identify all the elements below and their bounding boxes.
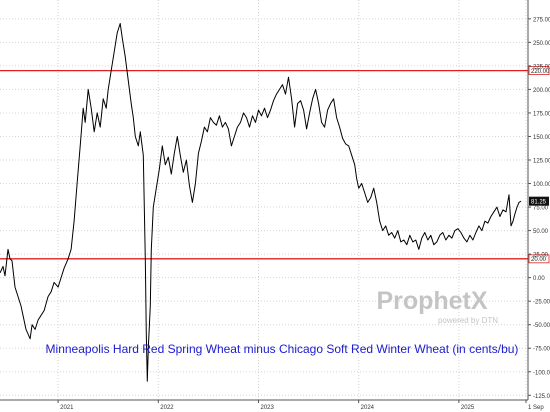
watermark-tagline: powered by DTN (438, 316, 498, 325)
y-tick-label: 100.00 (533, 182, 550, 188)
last-value-label: 81.25 (531, 199, 547, 205)
last-value-box (529, 196, 549, 206)
y-tick-label: -25.00 (533, 300, 550, 306)
x-tick-label: 2023 (260, 405, 274, 411)
y-tick-label: 0.00 (533, 276, 545, 282)
y-axis: 275.00 250.00 225.00 200.00 175.00 150.00 125.… (527, 0, 550, 400)
y-tick-label: -75.00 (533, 347, 550, 353)
series-line (0, 23, 522, 382)
watermark-brand: ProphetX (376, 287, 487, 315)
y-tick-label: 175.00 (533, 111, 550, 117)
last-value-marker: 81.25 (529, 196, 549, 206)
y-tick-label: 25.00 (533, 253, 549, 259)
y-tick-label: 125.00 (533, 159, 550, 165)
series-layer (0, 23, 522, 382)
y-tick-label: 150.00 (533, 135, 550, 141)
x-tick-label: 2025 (461, 405, 475, 411)
reference-label-box (528, 66, 550, 75)
reference-lines: 220.00 20.00 (0, 66, 550, 264)
y-tick-label: -50.00 (533, 323, 550, 329)
x-axis: 2021 2022 2023 2024 2025 1 Sep (0, 399, 544, 411)
y-tick-label: 50.00 (533, 229, 549, 235)
x-tick-label: 2022 (160, 405, 174, 411)
y-tick-label: -125.00 (533, 394, 550, 400)
y-tick-label: 225.00 (533, 64, 550, 70)
reference-label-box (528, 254, 550, 264)
chart-title: Minneapolis Hard Red Spring Wheat minus … (46, 342, 519, 356)
x-tick-label: 1 Sep (528, 405, 544, 411)
reference-label: 220.00 (531, 69, 550, 75)
y-tick-label: 75.00 (533, 206, 549, 212)
y-tick-label: 200.00 (533, 88, 550, 94)
y-tick-label: 250.00 (533, 41, 550, 47)
watermark: ProphetX powered by DTN (376, 287, 498, 325)
y-tick-label: 275.00 (533, 17, 550, 23)
y-tick-label: -100.00 (533, 370, 550, 376)
x-tick-label: 2024 (361, 405, 375, 411)
reference-label: 20.00 (531, 257, 547, 263)
x-tick-label: 2021 (60, 405, 74, 411)
